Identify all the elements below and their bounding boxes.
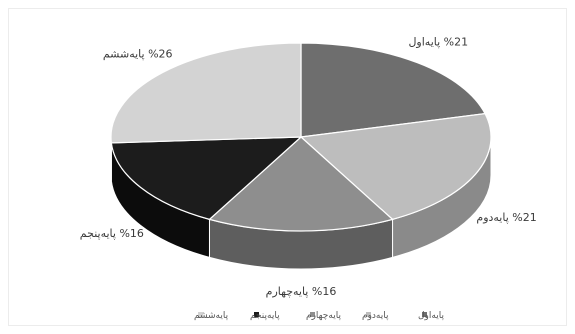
- slice-label-3: %16 پایه‌پنجم: [80, 227, 144, 240]
- slice-label-2: %16 پایه‌چهارم: [266, 285, 337, 298]
- legend-label-0: پایه‌اول: [418, 311, 444, 321]
- legend: پایه‌اول پایه‌دوم پایه‌چهارم پایه‌پنجم پایه‌…: [194, 311, 444, 321]
- legend-swatch-2: [310, 312, 315, 317]
- legend-label-2: پایه‌چهارم: [306, 311, 341, 321]
- slice-0: [300, 42, 486, 138]
- pie-tops: [110, 42, 492, 232]
- slice-2: [208, 136, 394, 232]
- legend-item-3: پایه‌پنجم: [250, 311, 280, 321]
- slice-labels: %21 پایه‌اول %21 پایه‌دوم %16 پایه‌چهارم %1…: [80, 35, 537, 298]
- legend-label-3: پایه‌پنجم: [250, 311, 280, 321]
- legend-item-4: پایه‌ششم: [194, 311, 229, 321]
- slice-label-0: %21 پایه‌اول: [408, 35, 468, 48]
- legend-label-4: پایه‌ششم: [194, 311, 229, 321]
- legend-swatch-4: [198, 312, 203, 317]
- legend-swatch-3: [254, 312, 259, 317]
- legend-label-1: پایه‌دوم: [362, 311, 389, 321]
- legend-swatch-0: [422, 312, 427, 317]
- chart-frame: %21 پایه‌اول %21 پایه‌دوم %16 پایه‌چهارم %1…: [8, 8, 567, 326]
- slice-label-1: %21 پایه‌دوم: [476, 211, 536, 224]
- slice-3: [110, 136, 303, 221]
- legend-item-0: پایه‌اول: [418, 311, 444, 321]
- slice-label-4: %26 پایه‌ششم: [103, 48, 173, 61]
- legend-swatch-1: [366, 312, 371, 317]
- legend-item-1: پایه‌دوم: [362, 311, 389, 321]
- legend-item-2: پایه‌چهارم: [306, 311, 341, 321]
- slice-1: [299, 112, 492, 221]
- pie-chart: %21 پایه‌اول %21 پایه‌دوم %16 پایه‌چهارم %1…: [80, 35, 537, 321]
- slice-4: [110, 42, 302, 144]
